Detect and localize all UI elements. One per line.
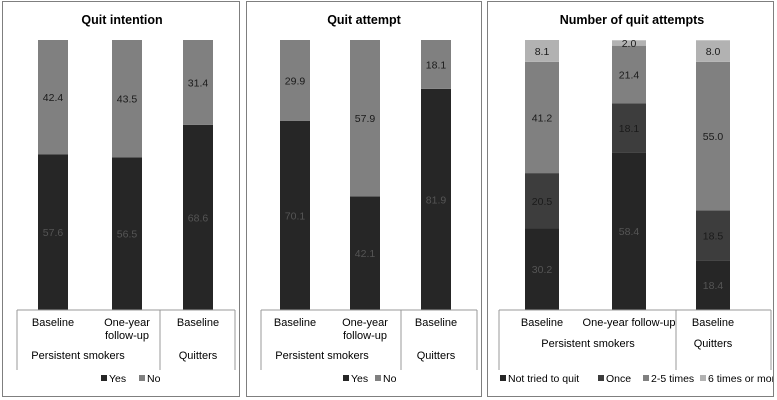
tick-label-3: Baseline <box>692 317 734 329</box>
tick-label-1: Baseline <box>274 317 316 329</box>
bar-yes-3 <box>183 124 213 310</box>
chart-number-of-quit-attempts: Number of quit attempts 30.2 20.5 41.2 8.1 58… <box>498 13 773 385</box>
group-label-quitters: Quitters <box>694 338 733 350</box>
data-label-6-times-or-more-2: 2.0 <box>622 38 637 50</box>
bar-yes-3 <box>421 88 451 311</box>
bar-no-2 <box>112 40 142 158</box>
data-label-yes-2: 56.5 <box>117 229 138 241</box>
chart-panel-number-of-quit-attempts: Number of quit attempts 30.2 20.5 41.2 8.1 58… <box>487 1 774 397</box>
tick-label-2: One-year <box>342 317 388 329</box>
bar-6-times-or-more-3 <box>696 40 730 62</box>
data-label-yes-1: 57.6 <box>43 227 64 239</box>
chart-title: Number of quit attempts <box>560 13 704 27</box>
data-label-once-2: 18.1 <box>619 123 640 135</box>
data-label-6-times-or-more-3: 8.0 <box>706 46 721 58</box>
bar-no-2 <box>350 40 380 197</box>
bar-not-tried-to-quit-3 <box>696 260 730 310</box>
bar-yes-2 <box>350 196 380 310</box>
legend-label-not-tried-to-quit: Not tried to quit <box>508 373 579 385</box>
bar-yes-1 <box>280 120 310 310</box>
bar-once-1 <box>525 173 559 229</box>
legend-swatch-no <box>139 375 145 381</box>
data-label-no-3: 31.4 <box>188 77 209 89</box>
legend-swatch-once <box>598 375 604 381</box>
legend-label-yes: Yes <box>351 373 368 385</box>
group-label-persistent-smokers: Persistent smokers <box>275 350 369 362</box>
bar-once-3 <box>696 210 730 261</box>
bar-2-5-times-3 <box>696 61 730 211</box>
bar-no-1 <box>38 40 68 155</box>
bar-not-tried-to-quit-2 <box>612 152 646 310</box>
legend-label-2-5-times: 2-5 times <box>651 373 694 385</box>
tick-label-3: Baseline <box>415 317 457 329</box>
bar-yes-1 <box>38 154 68 310</box>
bar-no-3 <box>421 40 451 89</box>
bar-6-times-or-more-1 <box>525 40 559 62</box>
data-label-once-3: 18.5 <box>703 230 724 242</box>
bar-not-tried-to-quit-1 <box>525 228 559 310</box>
bar-2-5-times-1 <box>525 61 559 174</box>
chart-panel-quit-intention: Quit intention 57.6 42.4 56.5 43.5 68.6 31.4 Ba… <box>2 1 240 397</box>
tick-label-1: Baseline <box>521 317 563 329</box>
legend-swatch-no <box>375 375 381 381</box>
data-label-yes-3: 68.6 <box>188 212 209 224</box>
data-label-no-2: 57.9 <box>355 113 376 125</box>
legend-label-6-times-or-more: 6 times or more <box>708 373 773 385</box>
bar-yes-2 <box>112 157 142 310</box>
data-label-no-3: 18.1 <box>426 59 447 71</box>
legend-label-yes: Yes <box>109 373 126 385</box>
chart-title: Quit attempt <box>327 13 401 27</box>
tick-label-1: Baseline <box>32 317 74 329</box>
data-label-yes-2: 42.1 <box>355 248 376 260</box>
data-label-2-5-times-1: 41.2 <box>532 112 553 124</box>
chart-title: Quit intention <box>81 13 162 27</box>
data-label-no-1: 42.4 <box>43 92 64 104</box>
bar-once-2 <box>612 103 646 153</box>
tick-label-2: follow-up <box>105 330 149 342</box>
bar-no-3 <box>183 40 213 125</box>
bar-2-5-times-2 <box>612 45 646 104</box>
bar-6-times-or-more-2 <box>612 40 646 46</box>
legend-label-once: Once <box>606 373 631 385</box>
data-label-once-1: 20.5 <box>532 196 553 208</box>
legend-swatch-yes <box>101 375 107 381</box>
bar-no-1 <box>280 40 310 121</box>
legend-swatch-6-times-or-more <box>700 375 706 381</box>
data-label-no-2: 43.5 <box>117 94 138 106</box>
group-label-quitters: Quitters <box>179 350 218 362</box>
chart-panel-quit-attempt: Quit attempt 70.1 29.9 42.1 57.9 81.9 18.1 Base… <box>246 1 482 397</box>
tick-label-2: follow-up <box>343 330 387 342</box>
tick-label-2: One-year <box>104 317 150 329</box>
legend-swatch-not-tried-to-quit <box>500 375 506 381</box>
legend-swatch-yes <box>343 375 349 381</box>
chart-quit-intention: Quit intention 57.6 42.4 56.5 43.5 68.6 31.4 Ba… <box>16 13 236 385</box>
data-label-not-tried-to-quit-2: 58.4 <box>619 226 640 238</box>
data-label-not-tried-to-quit-1: 30.2 <box>532 264 553 276</box>
group-label-quitters: Quitters <box>417 350 456 362</box>
chart-quit-attempt: Quit attempt 70.1 29.9 42.1 57.9 81.9 18.1 Base… <box>260 13 478 385</box>
legend-swatch-2-5-times <box>643 375 649 381</box>
data-label-not-tried-to-quit-3: 18.4 <box>703 280 724 292</box>
data-label-2-5-times-3: 55.0 <box>703 131 724 143</box>
data-label-6-times-or-more-1: 8.1 <box>535 46 550 58</box>
data-label-no-1: 29.9 <box>285 75 306 87</box>
tick-label-2: One-year follow-up <box>583 317 676 329</box>
group-label-persistent-smokers: Persistent smokers <box>31 350 125 362</box>
data-label-yes-3: 81.9 <box>426 194 447 206</box>
legend-label-no: No <box>383 373 397 385</box>
tick-label-3: Baseline <box>177 317 219 329</box>
data-label-yes-1: 70.1 <box>285 210 306 222</box>
group-label-persistent-smokers: Persistent smokers <box>541 338 635 350</box>
legend-label-no: No <box>147 373 161 385</box>
data-label-2-5-times-2: 21.4 <box>619 70 640 82</box>
